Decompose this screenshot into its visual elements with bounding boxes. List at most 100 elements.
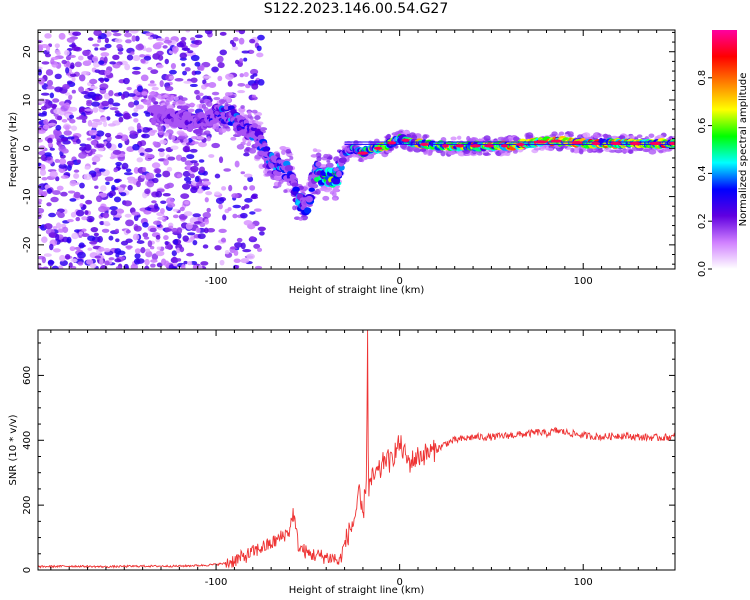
noise-blob xyxy=(49,170,58,178)
noise-blob xyxy=(38,138,43,143)
noise-blob xyxy=(189,173,195,179)
noise-blob xyxy=(155,37,165,42)
noise-blob xyxy=(70,125,78,131)
noise-blob xyxy=(140,247,146,254)
noise-blob xyxy=(232,213,238,219)
noise-blob xyxy=(206,207,211,213)
halo-blob xyxy=(597,149,604,153)
noise-blob xyxy=(117,143,123,149)
noise-blob xyxy=(67,190,76,194)
noise-blob xyxy=(71,46,81,51)
noise-blob xyxy=(136,157,144,163)
noise-blob xyxy=(70,62,75,70)
ridge-blob xyxy=(192,128,202,134)
y-tick-label: -10 xyxy=(22,188,33,204)
noise-blob xyxy=(176,42,185,48)
noise-blob xyxy=(235,30,240,33)
noise-blob xyxy=(181,47,191,51)
noise-blob xyxy=(187,261,193,266)
noise-blob xyxy=(74,61,82,68)
noise-blob xyxy=(249,38,256,44)
noise-blob xyxy=(243,71,249,78)
noise-blob xyxy=(253,243,261,249)
noise-blob xyxy=(145,250,153,258)
noise-blob xyxy=(170,62,177,70)
halo-blob xyxy=(318,187,327,192)
halo-blob xyxy=(331,191,337,197)
ridge-blob xyxy=(308,187,315,192)
ridge-peak-blob xyxy=(649,141,662,146)
ridge-blob xyxy=(262,147,270,153)
noise-blob xyxy=(157,148,165,152)
noise-blob xyxy=(144,148,153,153)
noise-blob xyxy=(157,216,165,220)
noise-blob xyxy=(60,175,70,179)
noise-blob xyxy=(99,220,105,226)
noise-blob xyxy=(70,211,77,218)
noise-blob xyxy=(108,89,114,97)
y-tick-label: 200 xyxy=(22,496,33,515)
noise-blob xyxy=(141,91,148,96)
noise-blob xyxy=(142,166,147,173)
noise-blob xyxy=(143,236,150,240)
noise-blob xyxy=(59,254,66,262)
noise-blob xyxy=(156,246,162,250)
noise-blob xyxy=(146,153,155,159)
noise-blob xyxy=(125,39,132,44)
halo-blob xyxy=(636,134,643,138)
noise-blob xyxy=(168,75,175,80)
noise-blob xyxy=(123,32,133,38)
noise-blob xyxy=(88,218,93,223)
noise-blob xyxy=(90,134,96,140)
ridge-blob xyxy=(338,157,347,164)
noise-blob xyxy=(198,141,207,148)
colorbar-tick-label: 0.4 xyxy=(697,165,708,181)
noise-blob xyxy=(256,52,264,58)
noise-blob xyxy=(254,265,263,269)
noise-blob xyxy=(103,56,108,64)
noise-blob xyxy=(42,266,49,269)
noise-blob xyxy=(199,222,206,228)
halo-blob xyxy=(332,197,338,201)
noise-blob xyxy=(91,55,99,63)
halo-blob xyxy=(551,131,558,136)
noise-blob xyxy=(240,171,246,175)
noise-blob xyxy=(155,250,165,257)
noise-blob xyxy=(135,104,145,110)
halo-blob xyxy=(358,157,363,163)
colorbar-tick-label: 0.6 xyxy=(697,118,708,134)
colorbar-tick-label: 0.0 xyxy=(697,261,708,277)
noise-blob xyxy=(110,30,120,33)
x-tick-label: 0 xyxy=(396,577,402,588)
noise-blob xyxy=(182,235,189,242)
noise-blob xyxy=(151,200,157,204)
noise-blob xyxy=(95,130,105,137)
ridge-peak-blob xyxy=(550,139,562,143)
noise-blob xyxy=(175,247,181,254)
noise-blob xyxy=(52,104,57,110)
halo-blob xyxy=(426,150,432,156)
noise-blob xyxy=(86,137,92,141)
noise-blob xyxy=(195,182,205,187)
noise-blob xyxy=(71,76,76,83)
halo-blob xyxy=(177,135,186,140)
halo-blob xyxy=(164,100,170,107)
noise-blob xyxy=(69,246,76,252)
noise-blob xyxy=(68,114,75,119)
noise-blob xyxy=(73,191,81,199)
noise-blob xyxy=(168,264,175,269)
noise-blob xyxy=(54,86,63,93)
noise-blob xyxy=(232,204,242,209)
noise-blob xyxy=(171,256,177,264)
noise-blob xyxy=(138,147,144,151)
noise-blob xyxy=(109,156,116,160)
halo-blob xyxy=(582,132,591,138)
noise-blob xyxy=(114,38,123,43)
noise-blob xyxy=(111,184,116,192)
chart-title: S122.2023.146.00.54.G27 xyxy=(263,1,449,17)
noise-blob xyxy=(79,194,85,200)
noise-blob xyxy=(170,145,179,150)
noise-blob xyxy=(137,85,143,93)
ridge-blob xyxy=(315,161,322,167)
x-axis-label: Height of straight line (km) xyxy=(289,585,425,596)
